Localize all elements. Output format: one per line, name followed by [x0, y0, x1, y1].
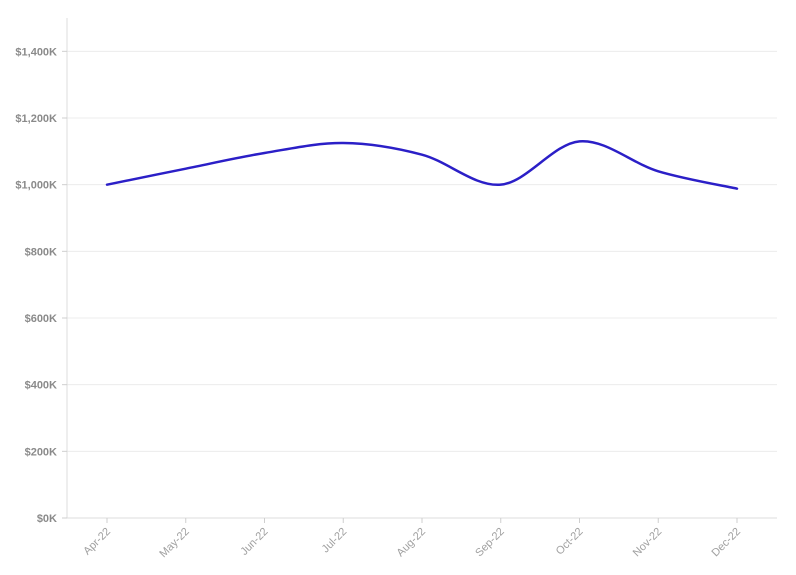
y-tick-label: $0K — [37, 513, 57, 525]
x-tick-label: Jun-22 — [238, 526, 270, 558]
x-tick-label: Apr-22 — [81, 526, 113, 558]
x-axis-ticks: Apr-22 May-22 Jun-22 Jul-22 Aug-22 Sep-22 Oct-… — [81, 518, 743, 560]
y-tick-label: $400K — [25, 380, 57, 392]
series-line — [105, 140, 739, 190]
y-tick-label: $1,200K — [15, 113, 57, 125]
y-tick-label: $1,000K — [15, 180, 57, 192]
axes — [66, 18, 777, 519]
y-tick-label: $600K — [25, 313, 57, 325]
x-tick-label: Oct-22 — [554, 526, 586, 558]
x-tick-label: Nov-22 — [631, 526, 665, 560]
x-tick-label: Sep-22 — [473, 526, 507, 560]
y-tick-label: $1,400K — [15, 46, 57, 58]
x-tick-label: Dec-22 — [710, 526, 744, 560]
gridlines — [67, 50, 777, 452]
y-axis-ticks: $0K $200K $400K $600K $800K $1,000K $1,200K $1,… — [15, 46, 67, 525]
y-tick-label: $200K — [25, 446, 57, 458]
x-tick-label: Jul-22 — [320, 526, 350, 556]
series — [105, 140, 739, 190]
x-tick-label: May-22 — [157, 526, 191, 560]
x-tick-label: Aug-22 — [395, 526, 429, 560]
y-tick-label: $800K — [25, 246, 57, 258]
